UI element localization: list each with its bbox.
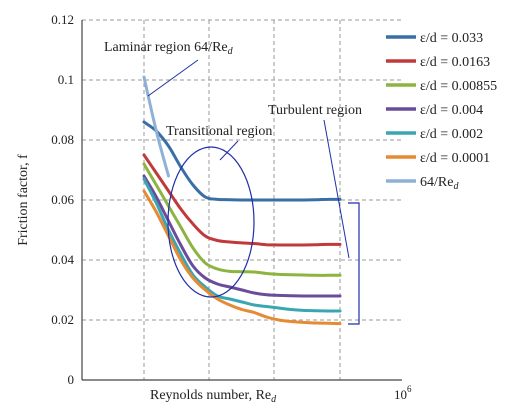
series-layer bbox=[142, 75, 342, 326]
y-tick-label: 0.1 bbox=[58, 72, 74, 87]
laminar-region-label: Laminar region 64/Red bbox=[104, 40, 234, 57]
turbulent-region-label: Turbulent region bbox=[268, 103, 362, 118]
transitional-leader-line bbox=[219, 140, 239, 161]
legend-label-text: ε/d = 0.0163 bbox=[420, 55, 490, 70]
legend-label-text: 64/Re bbox=[420, 175, 453, 190]
y-tick-label: 0.04 bbox=[51, 252, 74, 267]
x-axis-title: Reynolds number, Red bbox=[150, 388, 277, 405]
y-tick-label: 0.02 bbox=[51, 312, 74, 327]
annotation-layer: Laminar region 64/Red Transitional region… bbox=[104, 40, 362, 325]
y-tick-label: 0.06 bbox=[51, 192, 74, 207]
y-tick-label: 0 bbox=[68, 372, 75, 387]
x-tick-label: 106 bbox=[394, 384, 412, 402]
y-tick-label: 0.08 bbox=[51, 132, 74, 147]
series-line-3 bbox=[142, 174, 342, 298]
series-line-4 bbox=[142, 177, 342, 313]
legend-label-0: ε/d = 0.033 bbox=[420, 31, 483, 46]
series-line-5 bbox=[142, 189, 342, 326]
transitional-region-label: Transitional region bbox=[166, 124, 272, 139]
legend-label-text: ε/d = 0.00855 bbox=[420, 79, 497, 94]
series-line-2 bbox=[142, 162, 342, 277]
legend-label-text: ε/d = 0.033 bbox=[420, 31, 483, 46]
series-line-0 bbox=[142, 120, 342, 202]
legend-label-text: ε/d = 0.0001 bbox=[420, 151, 490, 166]
y-axis-title: Friction factor, f bbox=[16, 154, 31, 246]
x-tick-base: 10 bbox=[394, 387, 407, 402]
y-tick-label: 0.12 bbox=[51, 12, 74, 27]
laminar-region-subscript: d bbox=[228, 46, 234, 57]
series-line-1 bbox=[142, 153, 342, 247]
turbulent-bracket bbox=[348, 202, 360, 325]
legend: ε/d = 0.033 ε/d = 0.0163 ε/d = 0.00855 ε/d … bbox=[386, 31, 497, 192]
axis-layer: 0 0.02 0.04 0.06 0.08 0.1 0.12 106 bbox=[51, 12, 412, 402]
legend-label-3: ε/d = 0.004 bbox=[420, 103, 483, 118]
legend-label-5: ε/d = 0.0001 bbox=[420, 151, 490, 166]
legend-label-4: ε/d = 0.002 bbox=[420, 127, 483, 142]
turbulent-leader-line bbox=[323, 119, 350, 259]
x-tick-exponent: 6 bbox=[407, 384, 412, 394]
transitional-region-ellipse bbox=[167, 146, 255, 298]
legend-label-subscript: d bbox=[453, 181, 459, 192]
legend-label-text: ε/d = 0.004 bbox=[420, 103, 483, 118]
legend-label-1: ε/d = 0.0163 bbox=[420, 55, 490, 70]
series-line-6 bbox=[142, 75, 170, 178]
legend-label-2: ε/d = 0.00855 bbox=[420, 79, 497, 94]
legend-label-text: ε/d = 0.002 bbox=[420, 127, 483, 142]
laminar-leader-line bbox=[147, 59, 199, 97]
legend-label-6: 64/Red bbox=[420, 175, 459, 192]
laminar-region-text: Laminar region 64/Re bbox=[104, 40, 228, 55]
x-axis-title-subscript: d bbox=[271, 394, 277, 405]
